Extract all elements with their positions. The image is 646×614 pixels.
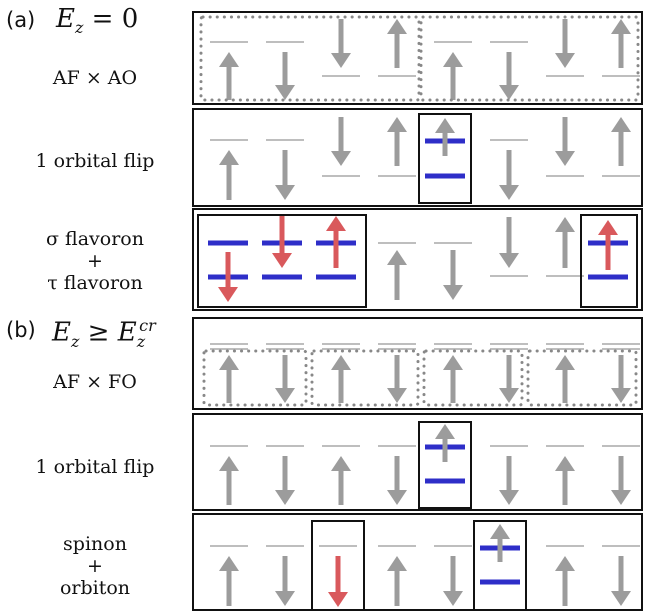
row-b2-label: 1 orbital flip xyxy=(35,456,155,478)
flavoron-box-right xyxy=(580,214,638,308)
spin-up-arrow-head xyxy=(598,220,618,235)
spin-down-arrow-head xyxy=(611,591,631,606)
row-b3-label: spinon + orbiton xyxy=(59,533,131,599)
spin-down-arrow-head xyxy=(218,287,238,302)
row-a3-frame xyxy=(192,208,643,311)
spin-down-arrow-head xyxy=(499,490,519,505)
row-b1-label: AF × FO xyxy=(53,371,137,393)
spin-up-arrow-head xyxy=(219,52,239,67)
spin-up-arrow-head xyxy=(387,556,407,571)
spin-down-arrow-head xyxy=(611,490,631,505)
row-b3-frame xyxy=(192,513,643,611)
spin-up-arrow-head xyxy=(387,250,407,265)
orbital-flip-box xyxy=(418,421,472,509)
spin-up-arrow-head xyxy=(387,117,407,132)
spin-up-arrow-head xyxy=(490,524,510,539)
dotted-pair-box xyxy=(199,15,421,102)
dotted-pair-box xyxy=(526,349,638,407)
spin-down-arrow-head xyxy=(555,53,575,68)
row-a1-label: AF × AO xyxy=(52,67,138,89)
spin-down-arrow-head xyxy=(555,151,575,166)
spin-down-arrow-head xyxy=(331,53,351,68)
flavoron-box-left xyxy=(197,214,367,308)
spin-up-arrow-head xyxy=(555,456,575,471)
spin-down-arrow-head xyxy=(387,388,407,403)
dotted-pair-box xyxy=(202,349,308,407)
dotted-pair-box xyxy=(422,349,524,407)
spin-up-arrow-head xyxy=(219,150,239,165)
spin-up-arrow-head xyxy=(443,52,463,67)
spin-down-arrow-head xyxy=(611,388,631,403)
dotted-pair-box xyxy=(310,349,420,407)
spin-down-arrow-head xyxy=(275,388,295,403)
spin-up-arrow-head xyxy=(443,355,463,370)
dotted-pair-box xyxy=(419,15,640,102)
spin-down-arrow-head xyxy=(387,490,407,505)
spin-down-arrow-head xyxy=(499,253,519,268)
spin-down-arrow-head xyxy=(443,285,463,300)
spin-down-arrow-head xyxy=(275,490,295,505)
row-b1-frame xyxy=(192,317,643,410)
orbiton-box xyxy=(473,520,527,611)
spin-up-arrow-head xyxy=(555,355,575,370)
spin-down-arrow-head xyxy=(328,592,348,607)
spin-up-arrow-head xyxy=(219,456,239,471)
spin-down-arrow-head xyxy=(499,85,519,100)
spin-up-arrow-head xyxy=(219,556,239,571)
row-b2-frame xyxy=(192,413,643,511)
spin-up-arrow-head xyxy=(326,216,346,231)
spin-up-arrow-head xyxy=(555,217,575,232)
spin-down-arrow-head xyxy=(275,591,295,606)
spin-up-arrow-head xyxy=(611,117,631,132)
spin-up-arrow-head xyxy=(555,556,575,571)
spin-down-arrow-head xyxy=(275,85,295,100)
spin-down-arrow-head xyxy=(272,253,292,268)
spin-down-arrow-head xyxy=(331,151,351,166)
spin-up-arrow-head xyxy=(435,424,455,439)
spin-down-arrow-head xyxy=(275,185,295,200)
row-a3-label: σ flavoron + τ flavoron xyxy=(46,228,144,294)
panel-b-tag: (b) xyxy=(6,318,36,342)
panel-a-condition: Ez = 0 xyxy=(56,4,139,38)
panel-a-tag: (a) xyxy=(6,8,36,32)
spinon-box xyxy=(311,520,365,611)
spin-up-arrow-head xyxy=(331,456,351,471)
orbital-flip-box xyxy=(418,113,472,204)
spin-down-arrow-head xyxy=(499,185,519,200)
spin-down-arrow-head xyxy=(499,388,519,403)
spin-up-arrow-head xyxy=(611,19,631,34)
spin-up-arrow-head xyxy=(219,355,239,370)
row-a1-frame xyxy=(192,11,643,105)
spin-up-arrow-head xyxy=(331,355,351,370)
spin-up-arrow-head xyxy=(387,19,407,34)
panel-b-condition: Ez ≥ Ezcr xyxy=(52,316,156,351)
row-a2-label: 1 orbital flip xyxy=(35,150,155,172)
spin-down-arrow-head xyxy=(443,591,463,606)
spin-up-arrow-head xyxy=(435,118,455,133)
row-a2-frame xyxy=(192,108,643,207)
